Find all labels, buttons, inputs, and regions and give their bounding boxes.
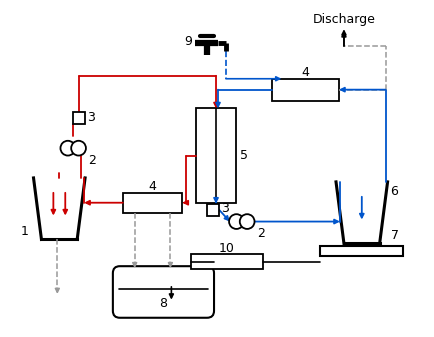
Bar <box>73 113 85 124</box>
Text: 3: 3 <box>220 202 228 215</box>
Bar <box>191 254 262 269</box>
Text: 2: 2 <box>256 227 264 240</box>
Text: 10: 10 <box>218 242 234 255</box>
Text: 4: 4 <box>301 66 309 79</box>
Text: 4: 4 <box>148 180 156 193</box>
Text: Discharge: Discharge <box>312 13 375 26</box>
Circle shape <box>239 214 254 229</box>
Bar <box>207 204 218 216</box>
Circle shape <box>71 141 86 156</box>
Bar <box>122 193 182 213</box>
Text: 1: 1 <box>20 225 29 238</box>
Bar <box>196 109 235 203</box>
Text: 8: 8 <box>159 297 167 310</box>
Text: 6: 6 <box>390 185 398 198</box>
FancyBboxPatch shape <box>112 266 214 318</box>
Circle shape <box>229 214 243 229</box>
Text: 7: 7 <box>390 229 398 242</box>
Text: 2: 2 <box>88 154 96 166</box>
Circle shape <box>60 141 75 156</box>
Text: 3: 3 <box>87 111 95 124</box>
Bar <box>271 79 338 100</box>
Bar <box>319 246 402 256</box>
Text: 9: 9 <box>184 35 192 48</box>
Text: 5: 5 <box>239 149 247 162</box>
